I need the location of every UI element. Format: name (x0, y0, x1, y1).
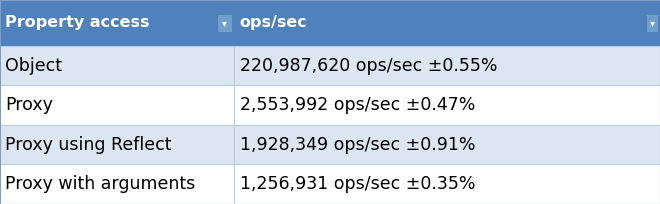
Bar (217, 14, 232, 32)
Bar (646, 14, 658, 32)
Bar (0, 164, 660, 204)
Text: Object: Object (5, 57, 62, 75)
Text: Proxy using Reflect: Proxy using Reflect (5, 136, 172, 154)
Text: 1,256,931 ops/sec ±0.35%: 1,256,931 ops/sec ±0.35% (240, 175, 475, 193)
Bar (0, 0, 660, 46)
Text: 1,928,349 ops/sec ±0.91%: 1,928,349 ops/sec ±0.91% (240, 136, 475, 154)
Text: ▾: ▾ (649, 18, 655, 28)
Text: ▾: ▾ (222, 18, 227, 28)
Bar (0, 85, 660, 125)
Bar (0, 46, 660, 85)
Text: 220,987,620 ops/sec ±0.55%: 220,987,620 ops/sec ±0.55% (240, 57, 497, 75)
Text: 2,553,992 ops/sec ±0.47%: 2,553,992 ops/sec ±0.47% (240, 96, 475, 114)
Bar (0, 125, 660, 164)
Text: Property access: Property access (5, 16, 150, 30)
Text: Proxy: Proxy (5, 96, 53, 114)
Text: Proxy with arguments: Proxy with arguments (5, 175, 195, 193)
Text: ops/sec: ops/sec (240, 16, 308, 30)
